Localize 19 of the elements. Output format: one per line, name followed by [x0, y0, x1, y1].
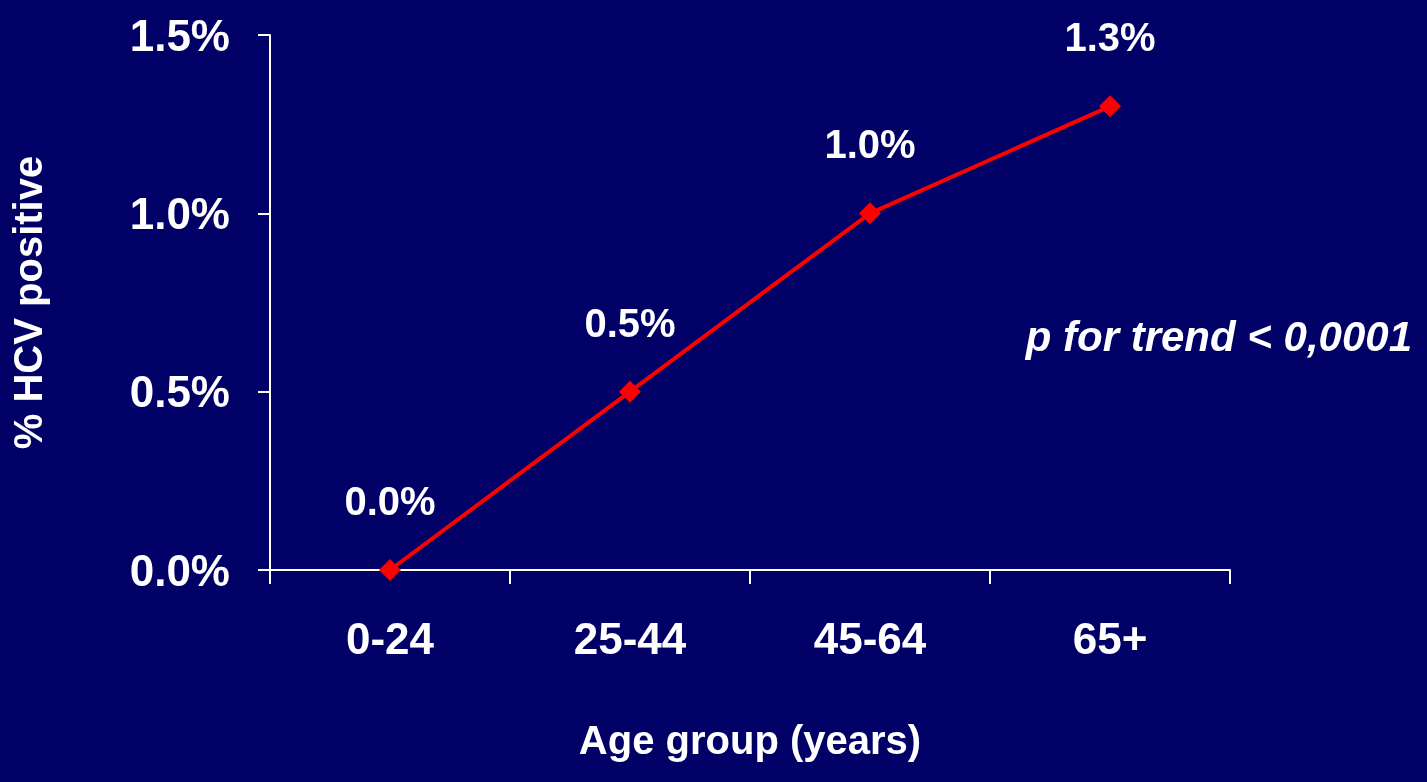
y-tick-label: 0.5% [129, 367, 230, 417]
point [619, 380, 641, 403]
x-axis-title: Age group (years) [578, 718, 922, 762]
x-tick-label: 0-24 [345, 613, 435, 663]
data-label: 1.0% [824, 122, 916, 167]
data-label: 1.3% [1064, 15, 1156, 60]
point [1099, 95, 1121, 118]
y-axis-title: % HCV positive [6, 155, 50, 450]
point [859, 202, 881, 225]
y-tick-label: 0.0% [129, 545, 230, 595]
x-tick-label: 65+ [1072, 613, 1148, 663]
point [379, 559, 401, 581]
x-tick-label: 45-64 [813, 613, 927, 663]
data-label: 0.0% [344, 479, 436, 523]
data-label: 0.5% [584, 300, 676, 345]
y-tick-label: 1.5% [129, 10, 230, 60]
annotation: p for trend < 0,0001 [1024, 312, 1413, 360]
y-tick-label: 1.0% [129, 188, 230, 238]
x-tick-label: 25-44 [573, 613, 687, 663]
